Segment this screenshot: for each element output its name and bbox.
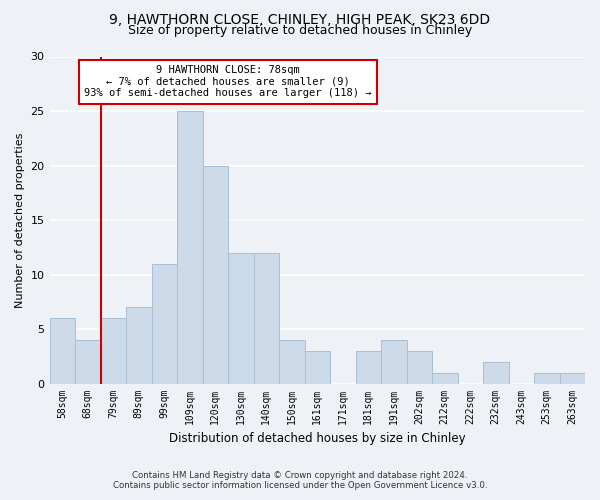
Text: 9, HAWTHORN CLOSE, CHINLEY, HIGH PEAK, SK23 6DD: 9, HAWTHORN CLOSE, CHINLEY, HIGH PEAK, S… xyxy=(109,12,491,26)
Bar xyxy=(203,166,228,384)
Bar xyxy=(177,111,203,384)
Bar xyxy=(126,307,152,384)
Bar xyxy=(432,372,458,384)
Bar xyxy=(50,318,75,384)
Bar xyxy=(381,340,407,384)
Bar xyxy=(356,351,381,384)
Text: 9 HAWTHORN CLOSE: 78sqm
← 7% of detached houses are smaller (9)
93% of semi-deta: 9 HAWTHORN CLOSE: 78sqm ← 7% of detached… xyxy=(84,65,372,98)
Bar xyxy=(534,372,560,384)
Bar xyxy=(75,340,101,384)
Bar xyxy=(483,362,509,384)
Text: Size of property relative to detached houses in Chinley: Size of property relative to detached ho… xyxy=(128,24,472,37)
Bar xyxy=(560,372,585,384)
Bar xyxy=(254,252,279,384)
X-axis label: Distribution of detached houses by size in Chinley: Distribution of detached houses by size … xyxy=(169,432,466,445)
Bar xyxy=(305,351,330,384)
Bar xyxy=(101,318,126,384)
Y-axis label: Number of detached properties: Number of detached properties xyxy=(15,132,25,308)
Bar xyxy=(152,264,177,384)
Bar xyxy=(228,252,254,384)
Text: Contains HM Land Registry data © Crown copyright and database right 2024.
Contai: Contains HM Land Registry data © Crown c… xyxy=(113,470,487,490)
Bar xyxy=(279,340,305,384)
Bar xyxy=(407,351,432,384)
